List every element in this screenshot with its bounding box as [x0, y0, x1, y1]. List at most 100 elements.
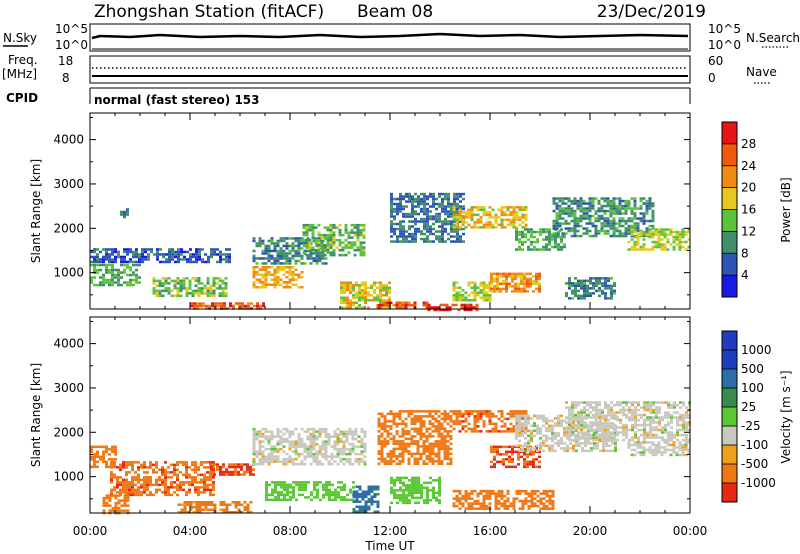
- power-cell: [414, 230, 417, 233]
- velocity-cell: [616, 438, 619, 442]
- velocity-cell: [467, 427, 471, 431]
- velocity-cell: [328, 491, 331, 494]
- velocity-cell: [518, 422, 521, 425]
- power-cell: [509, 206, 513, 209]
- power-cell: [636, 229, 640, 233]
- power-cell: [402, 227, 405, 231]
- velocity-cell: [598, 438, 601, 442]
- velocity-cell: [440, 427, 444, 431]
- power-cell: [615, 234, 619, 238]
- power-cell: [490, 287, 493, 291]
- power-cell: [567, 227, 571, 230]
- velocity-cell: [467, 497, 471, 500]
- velocity-cell: [90, 455, 93, 459]
- power-cell: [276, 239, 280, 243]
- velocity-cell: [161, 491, 164, 494]
- cpid-label: CPID: [6, 91, 38, 105]
- power-cell: [577, 294, 580, 298]
- power-cell: [311, 236, 315, 239]
- power-cell: [314, 251, 318, 254]
- velocity-cell: [294, 440, 298, 443]
- power-cell: [123, 250, 126, 254]
- velocity-cell: [194, 486, 197, 489]
- velocity-cell: [267, 435, 271, 438]
- power-cell: [600, 214, 604, 218]
- velocity-cell: [464, 417, 468, 421]
- velocity-cell: [297, 442, 301, 446]
- velocity-cell: [306, 452, 310, 456]
- power-cell: [401, 306, 405, 309]
- power-cell: [93, 255, 96, 259]
- velocity-cell: [146, 466, 149, 469]
- power-cell: [158, 294, 162, 298]
- velocity-cell: [527, 417, 530, 420]
- power-cell: [294, 249, 298, 253]
- velocity-cell: [342, 452, 346, 456]
- velocity-cell: [524, 497, 528, 500]
- power-cell: [496, 285, 499, 288]
- power-cell: [529, 272, 532, 276]
- velocity-cell: [342, 432, 346, 436]
- velocity-cell: [524, 414, 527, 418]
- velocity-cell: [198, 501, 202, 504]
- velocity-cell: [482, 504, 486, 508]
- velocity-cell: [316, 481, 319, 484]
- velocity-cell: [99, 458, 102, 461]
- power-cell: [120, 263, 123, 267]
- power-cell: [511, 272, 514, 276]
- power-cell: [174, 250, 177, 254]
- power-cell: [359, 248, 363, 252]
- velocity-cell: [123, 501, 127, 505]
- power-cell: [373, 296, 376, 299]
- power-cell: [426, 197, 429, 201]
- power-cell: [176, 287, 180, 290]
- power-cell: [197, 294, 201, 298]
- velocity-cell: [619, 401, 622, 404]
- power-cell: [108, 248, 111, 251]
- power-cell: [564, 219, 568, 223]
- power-cell: [213, 248, 216, 251]
- velocity-cell: [587, 429, 590, 433]
- velocity-cell: [545, 434, 548, 438]
- velocity-cell: [298, 488, 301, 492]
- power-cell: [297, 239, 301, 243]
- power-cell: [135, 273, 138, 277]
- velocity-cell: [219, 508, 223, 511]
- velocity-cell: [482, 422, 486, 426]
- power-cell: [341, 233, 345, 237]
- velocity-cell: [210, 473, 213, 476]
- velocity-cell: [363, 455, 367, 458]
- power-cell: [447, 200, 450, 203]
- power-cell: [455, 226, 459, 229]
- power-cell: [511, 277, 514, 281]
- power-cell: [96, 283, 99, 287]
- power-cell: [285, 281, 289, 284]
- power-cell: [209, 292, 213, 295]
- power-cell: [420, 217, 423, 221]
- velocity-cell: [523, 465, 526, 469]
- power-cell: [382, 284, 385, 287]
- velocity-cell: [634, 411, 637, 414]
- power-cell: [533, 235, 536, 239]
- velocity-cell: [464, 489, 468, 493]
- velocity-cell: [515, 424, 518, 428]
- power-cell: [552, 219, 556, 223]
- freq-bottom-tick: 8: [62, 71, 70, 85]
- power-cell: [583, 297, 586, 300]
- power-cell: [545, 248, 548, 251]
- velocity-cell: [622, 438, 625, 442]
- power-cell: [212, 289, 216, 293]
- velocity-cell: [530, 439, 533, 443]
- power-cell: [426, 240, 429, 243]
- power-cell: [515, 218, 519, 222]
- velocity-cell: [333, 455, 337, 458]
- velocity-cell: [601, 436, 604, 439]
- velocity-cell: [571, 403, 574, 407]
- velocity-cell: [348, 447, 352, 451]
- velocity-cell: [497, 492, 501, 495]
- velocity-cell: [249, 501, 253, 504]
- velocity-cell: [398, 455, 402, 458]
- velocity-cell: [261, 450, 265, 453]
- velocity-cell: [491, 412, 495, 416]
- velocity-cell: [401, 435, 405, 438]
